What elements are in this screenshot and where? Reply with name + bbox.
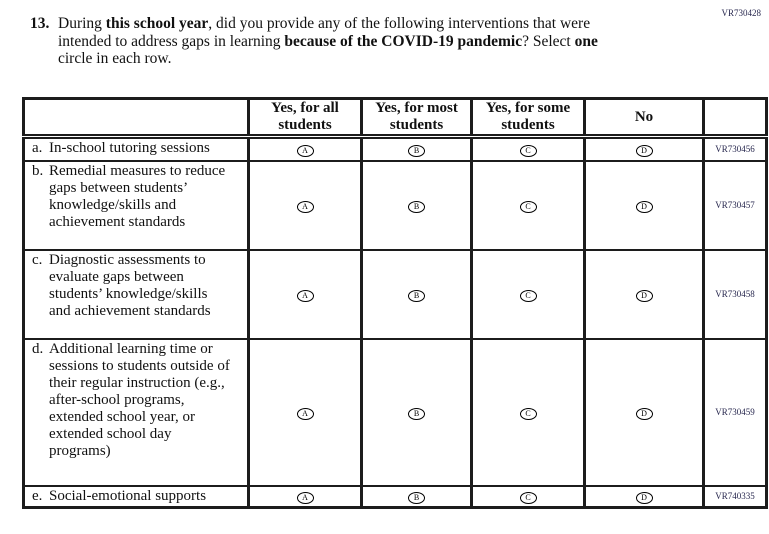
- option-cell: A: [247, 135, 363, 162]
- question-text-segment: , did you provide any of the following i…: [208, 15, 591, 32]
- question-block: 13. During this school year, did you pro…: [30, 15, 690, 68]
- row-vr-code: VR730456: [702, 135, 768, 162]
- option-cell: A: [247, 159, 363, 251]
- option-cell: C: [470, 248, 586, 340]
- column-header-line: students: [278, 117, 332, 133]
- question-number: 13.: [30, 15, 50, 32]
- row-letter: a.: [32, 140, 43, 156]
- row-c-option-circle-A[interactable]: A: [296, 290, 314, 302]
- option-cell: C: [470, 135, 586, 162]
- row-letter: d.: [32, 340, 44, 357]
- row-e-option-circle-A[interactable]: A: [296, 492, 314, 504]
- row-b-option-circle-B[interactable]: B: [408, 201, 425, 213]
- row-a-option-circle-B[interactable]: B: [408, 145, 425, 158]
- question-text-segment: During: [58, 15, 106, 32]
- question-text-bold: because of the COVID-19 pandemic: [284, 32, 523, 50]
- option-cell: D: [583, 135, 705, 162]
- row-a-option-circle-A[interactable]: A: [296, 145, 314, 158]
- table-row-c: c. Diagnostic assessments to evaluate gap…: [22, 248, 768, 340]
- column-header-line: Yes, for most: [375, 100, 458, 116]
- column-header-row-label: [22, 97, 250, 139]
- question-line: intended to address gaps in learning bec…: [58, 33, 598, 51]
- row-a-option-circle-C[interactable]: C: [519, 145, 537, 158]
- table-row-b: b. Remedial measures to reduce gaps betwe…: [22, 159, 768, 251]
- column-header-line: Yes, for some: [485, 100, 571, 116]
- form-code-top-right: VR730428: [721, 8, 761, 18]
- row-d-option-circle-B[interactable]: B: [408, 408, 425, 420]
- option-cell: D: [583, 159, 705, 251]
- row-e-option-circle-B[interactable]: B: [408, 492, 425, 504]
- option-cell: D: [583, 337, 705, 487]
- column-header-code: [702, 97, 768, 139]
- question-text-bold: one: [574, 32, 598, 50]
- option-cell: B: [360, 248, 473, 340]
- row-a-option-circle-D[interactable]: D: [635, 145, 653, 158]
- option-cell: A: [247, 337, 363, 487]
- row-label-cell: e. Social-emotional supports: [22, 484, 250, 508]
- row-vr-code: VR730459: [702, 337, 768, 487]
- option-cell: A: [247, 484, 363, 508]
- question-line: During this school year, did you provide…: [58, 15, 598, 33]
- row-b-option-circle-D[interactable]: D: [635, 201, 653, 213]
- column-header-yes-for-some-students: Yes, for some students: [470, 97, 586, 139]
- row-label: Diagnostic assessments to evaluate gaps …: [49, 251, 211, 319]
- column-header-line: No: [634, 108, 654, 125]
- row-c-option-circle-D[interactable]: D: [635, 290, 653, 302]
- column-header-yes-for-most-students: Yes, for most students: [360, 97, 473, 139]
- row-label: Remedial measures to reduce gaps between…: [49, 162, 226, 230]
- row-e-option-circle-D[interactable]: D: [635, 492, 653, 504]
- table-row-e: e. Social-emotional supports A B C D VR740335: [22, 484, 768, 508]
- option-cell: A: [247, 248, 363, 340]
- row-e-option-circle-C[interactable]: C: [519, 492, 537, 504]
- row-label-cell: d. Additional learning time or sessions t…: [22, 337, 250, 487]
- header-row: Yes, for all students Yes, for most student…: [22, 97, 768, 139]
- row-vr-code: VR730457: [702, 159, 768, 251]
- table-row-d: d. Additional learning time or sessions t…: [22, 337, 768, 487]
- row-c-option-circle-B[interactable]: B: [408, 290, 425, 302]
- column-header-yes-for-all-students: Yes, for all students: [247, 97, 363, 139]
- row-vr-code: VR730458: [702, 248, 768, 340]
- option-cell: B: [360, 337, 473, 487]
- row-b-option-circle-A[interactable]: A: [296, 201, 314, 213]
- row-label: Additional learning time or sessions to …: [49, 340, 230, 459]
- row-label-cell: c. Diagnostic assessments to evaluate gap…: [22, 248, 250, 340]
- row-letter: c.: [32, 251, 43, 268]
- row-d-option-circle-C[interactable]: C: [519, 408, 537, 420]
- column-header-line: Yes, for all: [271, 100, 339, 116]
- row-d-option-circle-D[interactable]: D: [635, 408, 653, 420]
- option-cell: C: [470, 484, 586, 508]
- question-text: During this school year, did you provide…: [58, 15, 598, 68]
- question-text-segment: intended to address gaps in learning: [58, 32, 285, 50]
- option-cell: C: [470, 337, 586, 487]
- option-cell: B: [360, 484, 473, 508]
- option-cell: D: [583, 484, 705, 508]
- row-label: In-school tutoring sessions: [49, 140, 210, 156]
- table-row-a: a. In-school tutoring sessions A B C D VR73045…: [22, 135, 768, 162]
- row-label-cell: a. In-school tutoring sessions: [22, 135, 250, 162]
- column-header-no: No: [583, 97, 705, 139]
- column-header-line: students: [389, 117, 444, 133]
- row-c-option-circle-C[interactable]: C: [519, 290, 537, 302]
- column-header-line: students: [501, 117, 555, 133]
- row-b-option-circle-C[interactable]: C: [519, 201, 537, 213]
- row-label-cell: b. Remedial measures to reduce gaps betwe…: [22, 159, 250, 251]
- row-d-option-circle-A[interactable]: A: [296, 408, 314, 420]
- question-text-segment: circle in each row.: [58, 50, 172, 67]
- option-cell: D: [583, 248, 705, 340]
- row-letter: e.: [32, 487, 43, 504]
- question-text-segment: ? Select: [522, 32, 575, 50]
- option-cell: B: [360, 135, 473, 162]
- row-label: Social-emotional supports: [49, 487, 207, 504]
- option-cell: B: [360, 159, 473, 251]
- row-letter: b.: [32, 162, 44, 179]
- response-grid: Yes, for all students Yes, for most student…: [22, 97, 768, 509]
- row-vr-code: VR740335: [702, 484, 768, 508]
- question-text-bold: this school year: [105, 15, 209, 32]
- option-cell: C: [470, 159, 586, 251]
- question-line: circle in each row.: [58, 50, 598, 68]
